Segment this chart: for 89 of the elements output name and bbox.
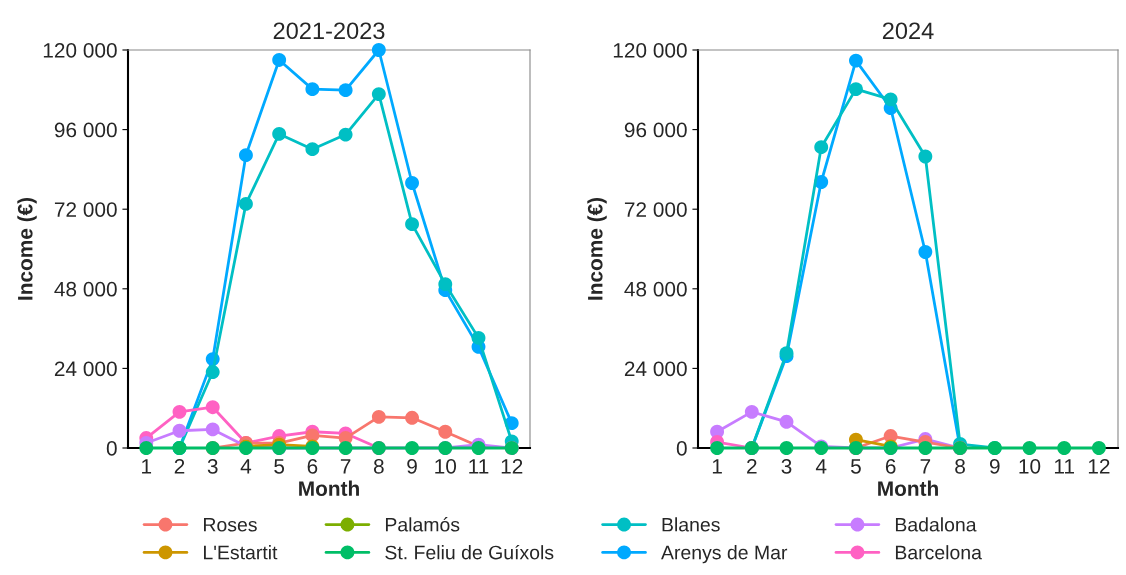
chart-title: 2021-2023 xyxy=(273,22,385,40)
point xyxy=(371,87,386,102)
x-axis-title: Month xyxy=(299,480,359,496)
point xyxy=(305,142,320,157)
point xyxy=(710,441,725,455)
y-tick-label: 48 000 xyxy=(624,281,687,297)
point xyxy=(239,148,253,163)
y-tick-label: 72 000 xyxy=(624,202,687,217)
x-tick-label: 6 xyxy=(307,458,318,474)
legend-label: Badalona xyxy=(895,517,977,532)
point xyxy=(272,126,287,141)
point xyxy=(172,404,187,419)
point xyxy=(405,176,419,190)
y-axis-title: Income (€) xyxy=(587,197,607,300)
y-tick-label: 0 xyxy=(676,441,687,456)
point xyxy=(1091,441,1106,455)
point xyxy=(338,441,353,455)
point xyxy=(918,245,933,259)
point xyxy=(338,127,353,142)
x-tick-label: 12 xyxy=(501,458,523,474)
x-tick-label: 10 xyxy=(1019,458,1041,474)
legend-label: Arenys de Mar xyxy=(661,545,788,564)
point xyxy=(848,82,863,97)
point xyxy=(883,92,898,107)
point xyxy=(371,409,386,424)
x-tick-label: 12 xyxy=(1088,458,1110,474)
y-tick-label: 24 000 xyxy=(54,361,117,377)
y-tick-label: 96 000 xyxy=(54,122,117,138)
y-axis-title: Income (€) xyxy=(17,197,37,300)
point xyxy=(1057,441,1072,455)
chart-title: 2024 xyxy=(882,22,934,40)
point xyxy=(471,330,486,345)
point xyxy=(205,365,220,379)
legend-label: St. Feliu de Guíxols xyxy=(385,544,554,560)
x-tick-label: 8 xyxy=(955,458,965,474)
y-tick-label: 120 000 xyxy=(613,43,687,58)
point xyxy=(305,82,320,97)
x-tick-label: 10 xyxy=(435,458,457,474)
x-tick-label: 6 xyxy=(885,458,896,474)
x-tick-label: 1 xyxy=(142,459,152,474)
x-tick-label: 5 xyxy=(274,459,285,474)
point xyxy=(205,422,220,437)
x-tick-label: 3 xyxy=(207,458,218,474)
point xyxy=(272,53,287,67)
legend-label: L'Estartit xyxy=(204,545,278,560)
y-tick-label: 72 000 xyxy=(54,202,117,217)
point xyxy=(205,400,220,415)
point xyxy=(405,441,419,455)
x-tick-label: 7 xyxy=(920,459,931,474)
point xyxy=(1022,441,1037,455)
legend-label: Blanes xyxy=(662,517,720,532)
point xyxy=(139,441,154,455)
point xyxy=(239,196,253,211)
y-tick-label: 0 xyxy=(106,441,117,456)
x-tick-label: 1 xyxy=(712,459,722,474)
point xyxy=(744,404,759,419)
x-tick-label: 11 xyxy=(1054,459,1074,474)
point xyxy=(371,43,386,57)
legend-label: Palamós xyxy=(385,517,460,532)
x-tick-label: 9 xyxy=(407,458,417,474)
y-tick-label: 48 000 xyxy=(54,281,117,297)
y-tick-label: 120 000 xyxy=(43,43,117,58)
y-tick-label: 96 000 xyxy=(624,122,687,138)
x-tick-label: 11 xyxy=(469,459,489,474)
x-tick-label: 4 xyxy=(815,459,827,474)
x-tick-label: 3 xyxy=(781,458,792,474)
point xyxy=(405,410,419,425)
x-tick-label: 5 xyxy=(850,459,861,474)
legend-label: Barcelona xyxy=(895,545,982,560)
point xyxy=(338,83,353,98)
point xyxy=(172,423,187,438)
x-axis-title: Month xyxy=(878,480,938,496)
y-tick-label: 24 000 xyxy=(624,361,687,377)
x-tick-label: 2 xyxy=(174,458,185,474)
point xyxy=(814,140,829,155)
x-tick-label: 2 xyxy=(747,458,757,474)
legend-label: Roses xyxy=(204,517,257,532)
point xyxy=(405,217,419,232)
point xyxy=(438,424,453,439)
point xyxy=(779,441,794,455)
point xyxy=(918,149,933,164)
x-tick-label: 8 xyxy=(373,458,384,474)
point xyxy=(779,414,794,429)
point xyxy=(848,53,863,68)
x-tick-label: 9 xyxy=(989,458,1000,474)
point xyxy=(438,277,453,292)
point xyxy=(918,441,933,455)
x-tick-label: 4 xyxy=(240,459,252,474)
x-tick-label: 7 xyxy=(340,459,351,474)
